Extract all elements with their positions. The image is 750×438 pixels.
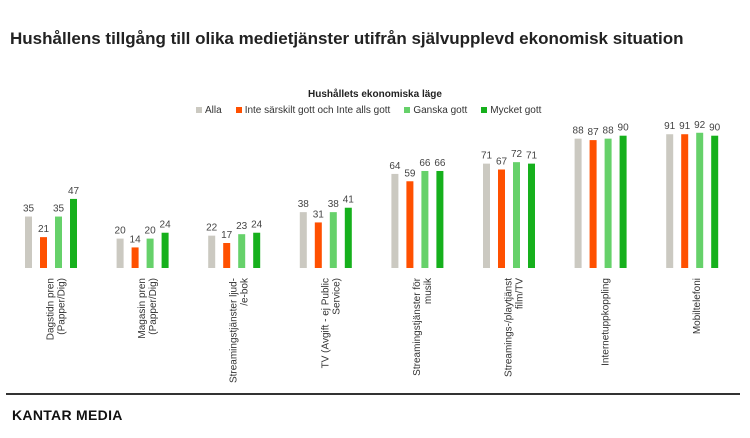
data-label: 38 — [328, 199, 340, 210]
data-label: 38 — [298, 199, 310, 210]
bar — [666, 134, 674, 268]
bar — [696, 132, 704, 268]
footer-divider — [6, 393, 740, 395]
data-label: 14 — [130, 234, 142, 245]
category-label: musik — [423, 277, 434, 304]
kantar-media-logo: KANTAR MEDIA — [12, 407, 123, 423]
legend-label: Inte särskilt gott och Inte alls gott — [244, 105, 391, 116]
legend-label: Ganska gott — [413, 105, 468, 116]
legend-label: Mycket gott — [490, 105, 542, 116]
data-label: 22 — [206, 223, 218, 234]
bar — [25, 216, 32, 268]
data-label: 90 — [709, 123, 721, 134]
data-label: 88 — [603, 126, 615, 137]
data-label: 24 — [160, 220, 172, 231]
legend-title: Hushållets ekonomiska läge — [308, 89, 442, 100]
data-label: 21 — [38, 224, 50, 235]
bar — [40, 237, 47, 268]
legend-swatch — [404, 107, 411, 114]
bar — [299, 212, 307, 268]
bar — [513, 162, 520, 268]
category-label: film/TV — [515, 278, 526, 309]
category-label: Service) — [331, 278, 342, 315]
bar — [70, 198, 77, 268]
data-label: 59 — [404, 168, 416, 179]
data-label: 91 — [664, 121, 676, 132]
data-label: 66 — [419, 158, 431, 169]
data-label: 20 — [145, 226, 157, 237]
legend-item: Alla — [196, 105, 222, 116]
data-label: 35 — [53, 204, 65, 215]
bar — [314, 222, 322, 268]
bar — [436, 170, 444, 268]
category-label: (Papper/Dig) — [57, 278, 68, 335]
category-label: Magasin pren — [137, 278, 148, 339]
legend-swatch — [235, 107, 242, 114]
bar — [146, 238, 154, 268]
bar — [528, 163, 535, 268]
legend-swatch — [481, 107, 488, 114]
bar — [131, 247, 139, 268]
bar — [161, 232, 169, 268]
bar — [391, 173, 399, 268]
bar — [223, 243, 231, 268]
data-label: 88 — [573, 126, 585, 137]
data-label: 17 — [221, 230, 233, 241]
data-label: 71 — [526, 151, 538, 162]
legend-swatch — [196, 107, 202, 114]
bar — [498, 169, 505, 268]
bar — [711, 135, 719, 268]
data-label: 31 — [313, 209, 325, 220]
category-label: Dagstidn pren — [46, 278, 57, 340]
bar — [406, 181, 414, 268]
data-label: 41 — [343, 195, 355, 206]
legend-item: Inte särskilt gott och Inte alls gott — [235, 105, 391, 116]
bar — [238, 234, 246, 268]
bar — [329, 212, 337, 268]
legend-item: Ganska gott — [404, 105, 467, 116]
category-label: Mobiltelefoni — [692, 278, 703, 334]
category-label: TV (Avgift - ej Public — [320, 278, 331, 368]
bar — [116, 238, 124, 268]
category-label: Streamingstjänster för — [412, 277, 423, 375]
legend-item: Mycket gott — [481, 105, 541, 116]
legend: Alla Inte särskilt gott och Inte alls got… — [196, 105, 541, 116]
bar — [483, 163, 490, 268]
bar — [253, 232, 261, 268]
legend-label: Alla — [205, 105, 222, 116]
data-label: 35 — [23, 204, 35, 215]
bar — [344, 207, 352, 268]
data-label: 92 — [694, 120, 706, 131]
data-label: 23 — [236, 221, 248, 232]
category-label: Streamings-/playtjänst — [504, 278, 515, 377]
bar — [55, 216, 62, 268]
bar — [619, 135, 627, 268]
bar — [589, 140, 597, 268]
data-label: 90 — [618, 123, 630, 134]
data-label: 47 — [68, 186, 80, 197]
bar — [681, 134, 689, 268]
data-label: 64 — [389, 161, 401, 172]
data-label: 72 — [511, 149, 523, 160]
category-label: (Papper/Dig) — [148, 278, 159, 335]
data-label: 91 — [679, 121, 691, 132]
bar — [574, 138, 582, 268]
data-label: 20 — [115, 226, 127, 237]
data-label: 66 — [434, 158, 446, 169]
data-label: 67 — [496, 157, 508, 168]
data-label: 24 — [251, 220, 263, 231]
chart-title: Hushållens tillgång till olika medietjän… — [10, 29, 684, 48]
category-label: /e-bok — [240, 277, 251, 306]
data-label: 71 — [481, 151, 493, 162]
bar — [604, 138, 612, 268]
category-label: Streamingstjänster ljud- — [229, 278, 240, 383]
data-label: 87 — [588, 127, 600, 138]
bar — [421, 170, 429, 268]
bar — [208, 235, 216, 268]
category-label: Internetuppkoppling — [601, 278, 612, 366]
